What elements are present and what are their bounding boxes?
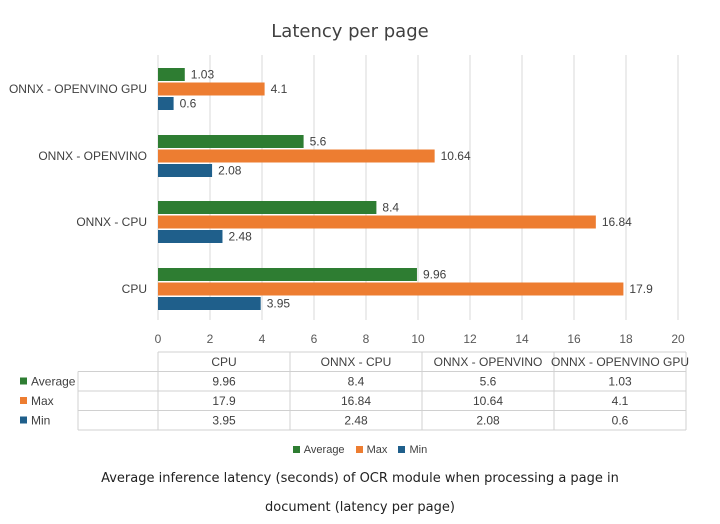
legend-item-min: Min: [398, 444, 427, 456]
x-tick-label: 6: [311, 332, 318, 346]
legend-label-max: Max: [366, 444, 388, 456]
legend-swatch-min: [398, 446, 406, 453]
x-tick-label: 14: [515, 332, 529, 346]
data-label-max-onnx-openvino: 10.64: [441, 149, 471, 163]
bar-max-onnx-openvino: [158, 149, 435, 163]
data-label-min-onnx-openvino-gpu: 0.6: [180, 97, 197, 111]
x-tick-label: 12: [463, 332, 477, 346]
data-label-max-onnx-cpu: 16.84: [602, 215, 632, 229]
bar-average-onnx-cpu: [158, 201, 377, 214]
figure-caption-line-2: document (latency per page): [265, 500, 455, 515]
chart-title: Latency per page: [271, 21, 428, 42]
table-cell: 9.96: [212, 375, 236, 389]
legend-label-average: Average: [303, 444, 345, 456]
data-label-min-onnx-cpu: 2.48: [228, 230, 252, 244]
table-cell: 17.9: [212, 394, 236, 408]
category-label-cpu: CPU: [122, 282, 147, 296]
table-row-label-min: Min: [31, 414, 50, 428]
category-label-onnx-openvino-gpu: ONNX - OPENVINO GPU: [9, 82, 147, 96]
data-label-average-onnx-openvino: 5.6: [310, 135, 327, 149]
table-header-onnx-cpu: ONNX - CPU: [321, 355, 392, 369]
x-tick-label: 0: [155, 332, 162, 346]
bar-min-cpu: [158, 297, 261, 310]
bar-average-cpu: [158, 268, 417, 281]
legend-swatch-max: [355, 446, 363, 453]
table-header-cpu: CPU: [211, 355, 236, 369]
bar-min-onnx-openvino-gpu: [158, 97, 174, 110]
table-cell: 2.08: [476, 414, 500, 428]
x-tick-label: 10: [411, 332, 425, 346]
legend-label-min: Min: [409, 444, 428, 456]
table-header-onnx-openvino: ONNX - OPENVINO: [434, 355, 543, 369]
table-row-label-average: Average: [31, 375, 76, 389]
table-cell: 3.95: [212, 414, 236, 428]
bar-average-onnx-openvino-gpu: [158, 68, 185, 81]
table-cell: 10.64: [473, 394, 503, 408]
legend-item-max: Max: [355, 444, 388, 456]
data-label-max-onnx-openvino-gpu: 4.1: [271, 82, 288, 96]
data-label-min-onnx-openvino: 2.08: [218, 164, 242, 178]
x-tick-label: 16: [567, 332, 581, 346]
x-tick-label: 8: [363, 332, 370, 346]
table-row-label-max: Max: [31, 394, 54, 408]
category-label-onnx-cpu: ONNX - CPU: [76, 215, 147, 229]
table-legend-key-max: [20, 397, 27, 404]
data-label-min-cpu: 3.95: [267, 297, 291, 311]
bar-max-cpu: [158, 282, 624, 296]
x-tick-label: 20: [671, 332, 685, 346]
chart-legend: Average Max Min: [0, 444, 720, 456]
table-cell: 2.48: [344, 414, 368, 428]
data-label-max-cpu: 17.9: [629, 282, 653, 296]
table-cell: 8.4: [348, 375, 365, 389]
legend-item-average: Average: [292, 444, 345, 456]
table-cell: 4.1: [612, 394, 629, 408]
bar-max-onnx-openvino-gpu: [158, 82, 265, 96]
bar-max-onnx-cpu: [158, 215, 596, 229]
data-label-average-cpu: 9.96: [423, 268, 447, 282]
table-cell: 5.6: [480, 375, 497, 389]
chart-canvas: Latency per page 0 2 4 6 8 10 12 14 16 18 20 ONNX - …: [9, 21, 689, 431]
table-cell: 16.84: [341, 394, 371, 408]
x-tick-label: 2: [207, 332, 214, 346]
table-legend-key-min: [20, 416, 27, 424]
data-label-average-onnx-openvino-gpu: 1.03: [191, 68, 215, 82]
x-tick-label: 18: [619, 332, 633, 346]
bar-min-onnx-cpu: [158, 230, 223, 243]
category-label-onnx-openvino: ONNX - OPENVINO: [38, 149, 147, 163]
table-header-onnx-openvino-gpu: ONNX - OPENVINO GPU: [551, 355, 689, 369]
legend-swatch-average: [292, 446, 300, 453]
x-tick-label: 4: [259, 332, 266, 346]
table-legend-key-average: [20, 377, 27, 385]
data-label-average-onnx-cpu: 8.4: [382, 201, 399, 215]
bar-min-onnx-openvino: [158, 164, 213, 177]
bar-average-onnx-openvino: [158, 135, 304, 148]
table-cell: 1.03: [608, 375, 632, 389]
table-cell: 0.6: [612, 414, 629, 428]
figure-caption-line-1: Average inference latency (seconds) of O…: [101, 471, 619, 486]
